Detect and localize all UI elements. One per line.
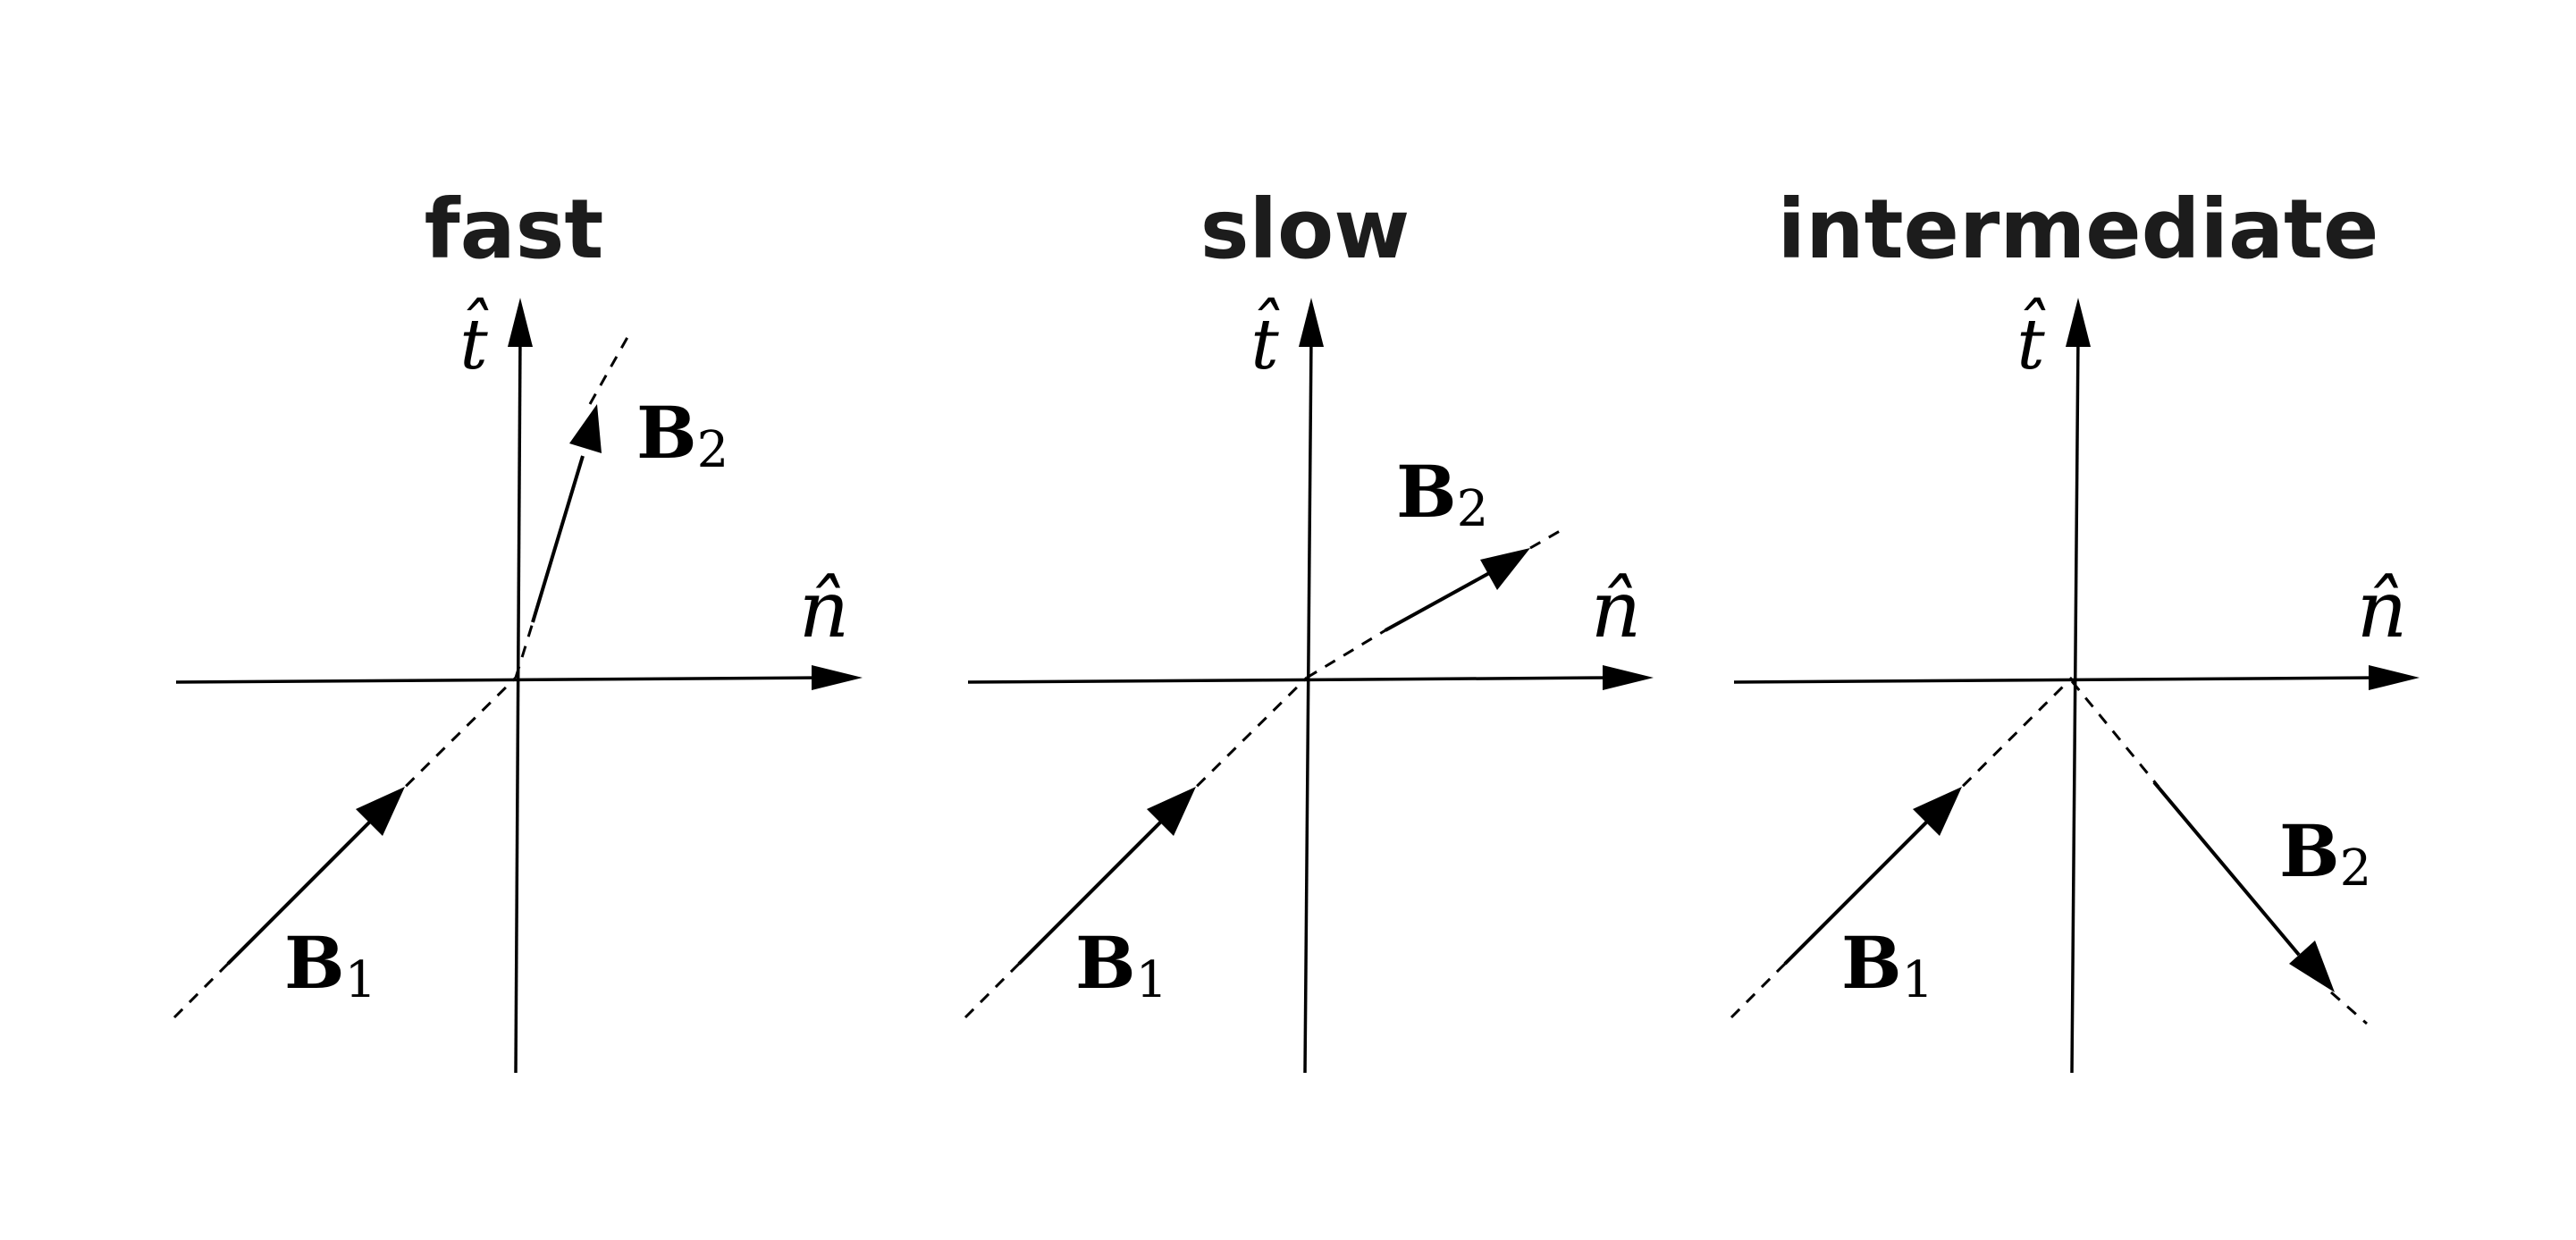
b2-label: B2: [1396, 450, 1488, 538]
b1-arrowhead: [1913, 787, 1962, 836]
b2-arrowhead: [1480, 548, 1530, 590]
b1-vector: [964, 676, 1309, 1019]
b1-label: B1: [284, 921, 376, 1009]
b2-vector: [514, 332, 632, 679]
n-axis: [967, 665, 1654, 690]
panel-title: intermediate: [1778, 181, 2379, 277]
n-axis: [175, 665, 863, 690]
panel-title: fast: [425, 181, 604, 277]
panel-title: slow: [1200, 181, 1410, 277]
b2-arrowhead: [569, 404, 602, 453]
b1-label: B1: [1075, 921, 1167, 1009]
n-axis-arrowhead: [2369, 665, 2420, 690]
b1-vector: [1730, 676, 2074, 1019]
t-axis: [2066, 298, 2091, 1074]
panel-fast: fast t̂ n̂ B1 B2: [173, 181, 863, 1074]
t-hat-label: t̂: [459, 296, 489, 385]
t-axis-arrowhead: [508, 298, 533, 347]
b1-label: B1: [1841, 921, 1933, 1009]
t-hat-label: t̂: [2016, 296, 2046, 385]
b2-arrowhead: [2289, 941, 2335, 992]
b2-label: B2: [2279, 809, 2371, 898]
b2-vector: [1306, 526, 1567, 679]
panel-slow: slow t̂ n̂ B1 B2: [964, 181, 1654, 1074]
n-axis-arrowhead: [1603, 665, 1654, 690]
b1-vector: [173, 676, 518, 1019]
panel-intermediate: intermediate t̂ n̂ B1: [1730, 181, 2420, 1074]
t-axis-arrowhead: [1299, 298, 1324, 347]
b1-arrowhead: [1147, 787, 1196, 836]
b1-arrowhead: [356, 787, 405, 836]
t-axis: [508, 298, 533, 1074]
n-axis: [1733, 665, 2420, 690]
t-hat-label: t̂: [1250, 296, 1280, 385]
b2-label: B2: [636, 391, 728, 479]
n-hat-label: n̂: [799, 563, 850, 655]
n-axis-arrowhead: [812, 665, 863, 690]
n-hat-label: n̂: [1591, 563, 1642, 655]
t-axis: [1299, 298, 1324, 1074]
t-axis-arrowhead: [2066, 298, 2091, 347]
b2-vector: [2070, 680, 2368, 1025]
n-hat-label: n̂: [2357, 563, 2408, 655]
